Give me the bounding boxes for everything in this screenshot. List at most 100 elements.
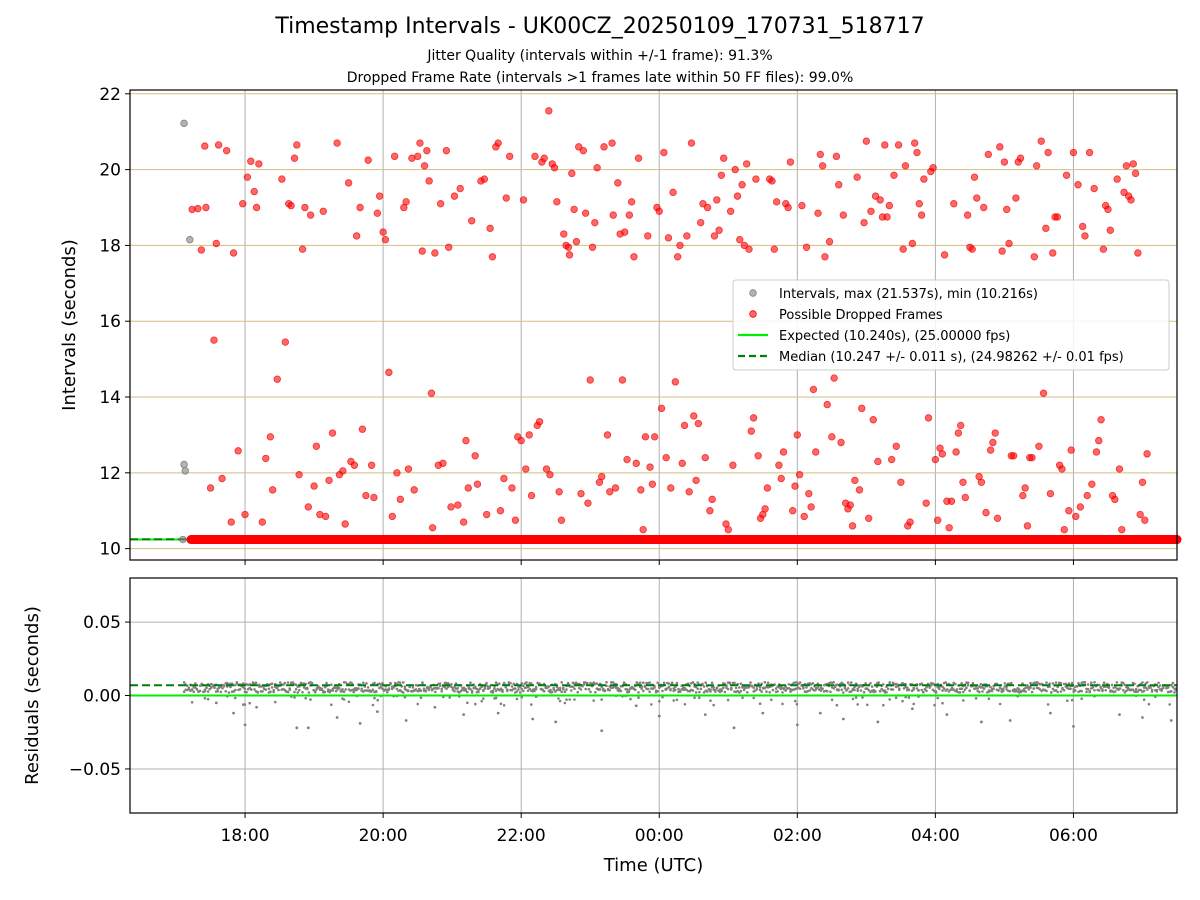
residual-point — [213, 686, 216, 689]
residual-point — [846, 681, 850, 684]
dropped-frame-point — [862, 137, 871, 145]
residual-point — [389, 681, 392, 685]
residual-point — [646, 687, 650, 691]
dropped-frame-point — [1078, 222, 1087, 231]
dropped-frame-point — [989, 438, 997, 447]
residual-point — [888, 698, 891, 701]
residual-point — [730, 688, 733, 691]
dropped-frame-point — [1003, 205, 1011, 214]
dropped-frame-point — [924, 414, 933, 422]
residual-point — [1038, 688, 1042, 691]
residual-point — [1080, 697, 1083, 700]
dropped-frame-point — [908, 239, 917, 248]
residual-point — [234, 683, 237, 687]
dropped-frame-point — [306, 211, 315, 219]
dropped-frame-point — [986, 446, 995, 454]
dropped-frame-point — [428, 524, 437, 532]
residual-point — [942, 687, 946, 690]
residual-point — [958, 691, 962, 694]
residual-point — [846, 687, 850, 690]
residual-point — [968, 689, 971, 692]
residual-point — [525, 681, 528, 684]
dropped-frame-point — [1085, 148, 1094, 157]
residual-point — [234, 688, 237, 692]
residual-point — [966, 681, 970, 684]
residual-point — [466, 701, 469, 705]
residual-point — [611, 681, 615, 684]
residual-point — [1072, 724, 1075, 728]
dropped-frame-point — [1076, 503, 1085, 511]
residual-point — [608, 688, 611, 692]
dropped-frame-point — [586, 376, 594, 384]
residual-point — [784, 689, 787, 692]
residual-point — [446, 682, 450, 685]
residual-point — [955, 688, 959, 691]
dropped-frame-point — [462, 436, 470, 445]
dropped-frame-point — [570, 205, 578, 214]
dropped-frame-point — [1000, 158, 1009, 166]
residual-point — [1085, 690, 1088, 694]
dropped-frame-point — [557, 516, 566, 524]
residual-point — [274, 700, 277, 704]
dropped-frames-points — [188, 107, 1151, 534]
dropped-frame-point — [952, 448, 960, 456]
residual-point — [477, 690, 480, 694]
residual-point — [742, 688, 746, 692]
residual-point — [416, 702, 420, 706]
residual-point — [1150, 688, 1154, 692]
residual-point — [478, 687, 482, 690]
residual-point — [304, 696, 308, 700]
residual-point — [1170, 690, 1173, 693]
residual-point — [406, 689, 410, 692]
residual-point — [438, 684, 442, 687]
residual-point — [214, 701, 218, 705]
residual-point — [723, 690, 727, 694]
residual-point — [866, 703, 869, 707]
residual-point — [307, 691, 311, 694]
dropped-frame-point — [1104, 205, 1112, 214]
residual-point — [282, 683, 285, 686]
dropped-frame-point — [413, 152, 422, 161]
residual-point — [1086, 683, 1090, 686]
residual-point — [1170, 683, 1173, 687]
residual-point — [250, 688, 253, 691]
residual-point — [1168, 703, 1171, 706]
jitter-quality-subtitle: Jitter Quality (intervals within +/-1 fr… — [427, 48, 773, 64]
dropped-frame-point — [298, 245, 307, 253]
dropped-frame-point — [1044, 148, 1052, 157]
dropped-frame-point — [660, 148, 668, 157]
residual-point — [1139, 688, 1143, 692]
residual-point — [819, 689, 823, 692]
dropped-frame-point — [591, 218, 599, 227]
residual-point — [411, 686, 415, 689]
residual-point — [534, 685, 538, 689]
residual-point — [1050, 691, 1053, 694]
residual-point — [861, 696, 864, 699]
residual-point — [883, 689, 887, 692]
dropped-frame-point — [950, 200, 958, 208]
residual-point — [330, 703, 333, 706]
residual-point — [1018, 688, 1021, 691]
dropped-frame-point — [897, 478, 905, 486]
dropped-frame-point — [486, 224, 494, 233]
dropped-frame-point — [439, 459, 447, 468]
intervals-panel: 10 12 14 16 18 20 22 Intervals (seconds) — [59, 85, 1182, 565]
residual-point — [816, 686, 819, 689]
dropped-frame-point — [333, 139, 341, 147]
residual-point — [206, 690, 210, 693]
dropped-frame-point — [1042, 224, 1050, 233]
residual-point — [1077, 682, 1080, 685]
residual-point — [648, 690, 651, 694]
interval-point — [180, 119, 188, 128]
residual-point — [619, 689, 623, 693]
dropped-frame-point — [678, 459, 686, 468]
residual-point — [403, 685, 407, 688]
dropped-frame-point — [800, 512, 808, 521]
residual-point — [712, 686, 715, 689]
dropped-frame-point — [899, 245, 907, 253]
residual-point — [357, 687, 360, 690]
residual-point — [445, 687, 448, 691]
residual-point — [595, 682, 599, 685]
residual-point — [293, 696, 296, 699]
residual-point — [798, 681, 802, 684]
